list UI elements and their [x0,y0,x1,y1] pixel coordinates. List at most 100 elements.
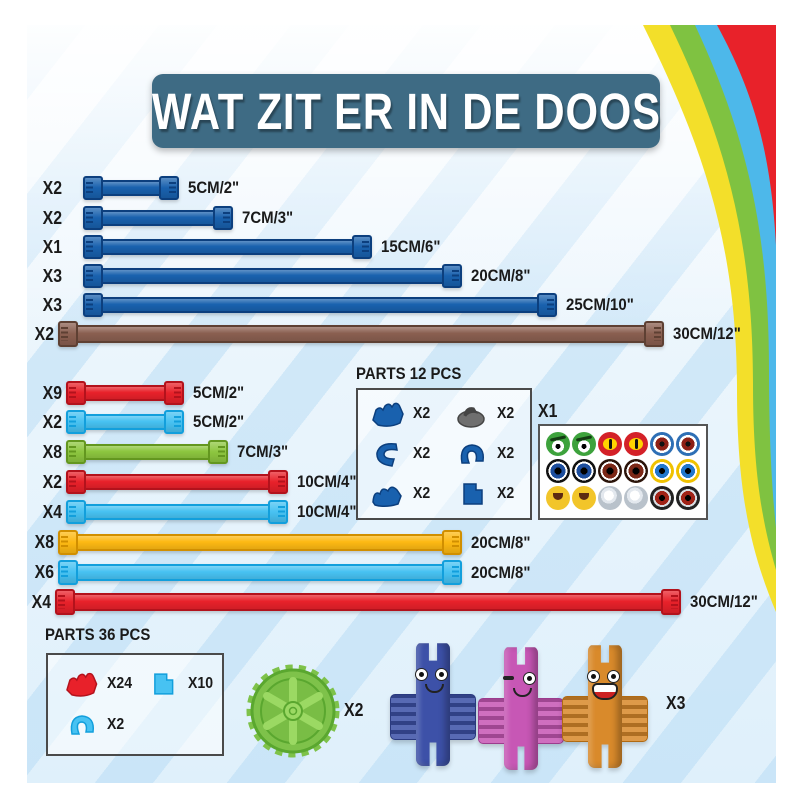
part-wave-icon [372,486,402,508]
rod-end-connector [83,176,103,200]
rod-end-connector [213,206,233,230]
rod-end-connector [442,530,462,555]
rod-cyan-20cm [58,560,462,585]
rod-end-connector [268,470,288,494]
parts36-grid: X24 X10 X2 [54,663,216,746]
figures-count: X3 [666,693,686,713]
rod-count-label: X8 [42,442,62,462]
part-item: X2 [444,394,528,434]
figure-eye [587,670,600,683]
eye-sticker-yellow-eye [676,459,700,483]
page-title: WAT ZIT ER IN DE DOOS [151,82,661,140]
rod-end-connector [661,589,681,615]
title-banner: WAT ZIT ER IN DE DOOS [152,74,660,148]
part-count-label: X2 [497,485,515,502]
figure-body [416,643,450,766]
figure-face [580,668,630,702]
peg-figure-smile [390,642,476,766]
rod-row-red-5cm: X9 5CM/2" [0,381,800,405]
rod-end-connector [66,381,86,405]
part-count-label: X2 [497,445,515,462]
eye-sticker-brown-eye [598,459,622,483]
rod-yellow-20cm [58,530,462,555]
figure-eye [523,672,536,685]
rod-bar [83,413,167,431]
eye-sticker-blue-eye [572,459,596,483]
part-hook-icon [70,715,95,735]
figure-eye [503,676,514,680]
eye-sticker-cat-muzzle [572,486,596,510]
eye-sticker-yellow-eye [650,459,674,483]
rod-length-label: 30CM/12" [673,324,741,343]
rod-bar [75,325,647,343]
figure-eye [415,668,428,681]
part-item: X24 [54,663,135,705]
rod-cyan-5cm [66,410,184,434]
figure-mouth [513,688,532,697]
rod-brown-30cm [58,321,664,347]
rod-count-label: X1 [42,237,62,257]
rod-end-connector [58,321,78,347]
eye-sticker-dark-red-eye [676,486,700,510]
part-count-label: X10 [187,674,213,692]
rod-end-connector [66,500,86,524]
rod-end-connector [66,410,86,434]
rod-length-label: 10CM/4" [297,502,357,521]
parts12-grid: X2 X2 X2 X2 X2 X2 [360,394,528,514]
rod-row-yellow-20cm: X8 20CM/8" [0,530,800,555]
rod-blue-5cm [83,176,179,200]
rod-red-5cm [66,381,184,405]
figure-mouth [425,684,444,693]
eye-sticker-ring-red [650,432,674,456]
rod-end-connector [208,440,228,464]
rod-end-connector [164,410,184,434]
rod-row-red-10cm: X2 10CM/4" [0,470,800,494]
rod-end-connector [644,321,664,347]
rod-count-label: X8 [34,532,54,552]
rod-count-label: X9 [42,383,62,403]
rod-length-label: 20CM/8" [471,563,531,582]
part-cluster-icon [66,672,98,697]
rod-cyan-10cm [66,500,288,524]
rod-length-label: 5CM/2" [188,178,240,197]
part-clip-icon [376,442,398,467]
part-count-label: X2 [107,716,125,734]
rod-length-label: 15CM/6" [381,237,441,256]
sticker-sheet-count: X1 [538,401,558,421]
eye-sticker-green-angry [546,432,570,456]
rod-bar [83,503,271,521]
figure-face [496,670,546,704]
rod-end-connector [159,176,179,200]
rod-length-label: 7CM/3" [237,442,289,461]
wheel-icon [246,664,340,758]
rod-length-label: 25CM/10" [566,295,634,314]
rod-end-connector [83,235,103,259]
rod-bar [83,473,271,491]
rod-end-connector [55,589,75,615]
rod-length-label: 7CM/3" [242,208,294,227]
eye-sticker-brown-eye [624,459,648,483]
parts12-label: PARTS 12 PCS [356,364,462,383]
rod-blue-15cm [83,235,372,259]
rod-row-cyan-10cm: X4 10CM/4" [0,500,800,524]
eye-sticker-cat-muzzle [546,486,570,510]
rod-count-label: X2 [34,324,54,344]
rod-row-blue-15cm: X1 15CM/6" [0,235,800,259]
eye-sticker-red-cat [624,432,648,456]
eye-sticker-silver [598,486,622,510]
rod-count-label: X2 [42,178,62,198]
part-block-icon [463,483,483,505]
rod-row-blue-20cm: X3 20CM/8" [0,264,800,288]
rod-end-connector [83,206,103,230]
rod-count-label: X4 [42,502,62,522]
rod-row-green-7cm: X8 7CM/3" [0,440,800,464]
part-cluster-icon [372,402,404,427]
rod-row-cyan-20cm: X6 20CM/8" [0,560,800,585]
part-item: X2 [360,394,444,434]
figure-eye [435,668,448,681]
rod-row-blue-5cm: X2 5CM/2" [0,176,800,200]
part-count-label: X2 [413,445,431,462]
peg-figure-wink [478,646,564,770]
rod-end-connector [66,470,86,494]
